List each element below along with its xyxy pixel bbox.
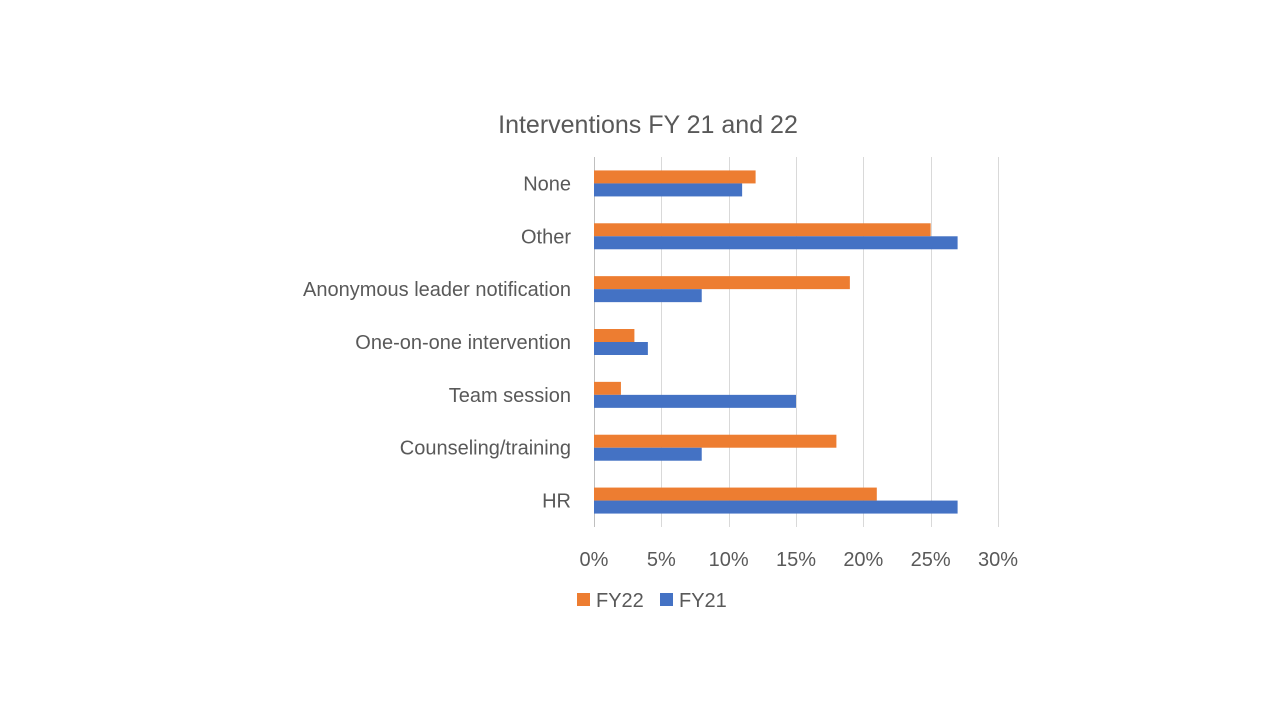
bar-fy21 (594, 183, 743, 197)
bar-fy21 (594, 500, 958, 514)
bars-layer (594, 170, 958, 514)
bar-fy21 (594, 289, 702, 303)
x-tick-label: 10% (709, 549, 749, 571)
category-label: None (523, 173, 571, 195)
category-label: Counseling/training (400, 438, 571, 460)
x-axis-ticks: 0% 5% 10% 15% 20% 25% 30% (580, 549, 1019, 571)
category-label: Anonymous leader notification (303, 279, 571, 301)
bar-fy21 (594, 236, 958, 250)
bar-fy22 (594, 434, 837, 448)
bar-fy22 (594, 223, 931, 237)
bar-fy22 (594, 381, 621, 395)
bar-fy21 (594, 342, 648, 355)
legend-label: FY22 (596, 590, 644, 612)
bar-fy21 (594, 394, 796, 408)
x-tick-label: 5% (647, 549, 676, 571)
bar-fy22 (594, 170, 756, 184)
bar-fy21 (594, 447, 702, 461)
legend: FY22 FY21 (577, 590, 727, 612)
x-tick-label: 30% (978, 549, 1018, 571)
bar-fy22 (594, 276, 850, 290)
x-tick-label: 15% (776, 549, 816, 571)
category-label: One-on-one intervention (355, 332, 571, 354)
grid-layer (594, 157, 999, 527)
legend-swatch (577, 593, 590, 606)
category-labels: None Other Anonymous leader notification On… (303, 173, 571, 512)
bar-fy22 (594, 487, 877, 501)
legend-label: FY21 (679, 590, 727, 612)
x-tick-label: 0% (580, 549, 609, 571)
x-tick-label: 25% (911, 549, 951, 571)
x-tick-label: 20% (843, 549, 883, 571)
category-label: Other (521, 226, 571, 248)
category-label: HR (542, 491, 571, 513)
bar-fy22 (594, 329, 635, 342)
category-label: Team session (449, 385, 571, 407)
chart-title: Interventions FY 21 and 22 (498, 111, 798, 139)
legend-swatch (660, 593, 673, 606)
